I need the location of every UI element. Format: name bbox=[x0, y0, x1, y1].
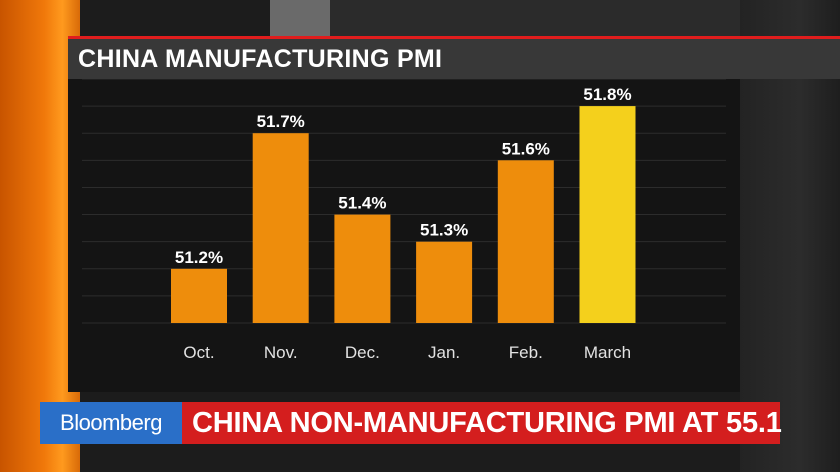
x-tick-label-2: Dec. bbox=[345, 343, 380, 362]
brand-logo-text: Bloomberg bbox=[60, 410, 162, 435]
bar-0 bbox=[171, 268, 227, 323]
bar-2 bbox=[334, 214, 391, 323]
bar-5 bbox=[579, 106, 636, 323]
bar-1 bbox=[252, 133, 309, 323]
background-top-dark bbox=[330, 0, 740, 36]
data-label-5: 51.8% bbox=[583, 85, 631, 104]
data-label-1: 51.7% bbox=[257, 112, 305, 131]
x-tick-label-1: Nov. bbox=[264, 343, 298, 362]
bar-3 bbox=[416, 241, 473, 323]
x-tick-label-5: March bbox=[584, 343, 631, 362]
bar-4 bbox=[497, 160, 554, 323]
data-label-3: 51.3% bbox=[420, 221, 468, 240]
x-tick-label-4: Feb. bbox=[509, 343, 543, 362]
title-accent-line bbox=[68, 36, 840, 39]
title-bar bbox=[68, 39, 840, 79]
data-label-4: 51.6% bbox=[502, 139, 550, 158]
data-label-0: 51.2% bbox=[175, 248, 223, 267]
ticker-headline: CHINA NON-MANUFACTURING PMI AT 55.1 bbox=[192, 407, 782, 439]
x-tick-label-0: Oct. bbox=[183, 343, 214, 362]
chart-panel: 51.2% 51.7% 51.4% 51.3% 51.6% 51.8% Oct. Nov. D… bbox=[68, 79, 740, 392]
background-orange-panel bbox=[0, 0, 80, 472]
bar-chart: 51.2% 51.7% 51.4% 51.3% 51.6% 51.8% Oct. Nov. D… bbox=[82, 79, 726, 362]
chart-title: CHINA MANUFACTURING PMI bbox=[78, 45, 443, 73]
background-top-stripe bbox=[270, 0, 330, 36]
data-label-2: 51.4% bbox=[338, 194, 386, 213]
brand-box bbox=[40, 402, 182, 444]
x-tick-label-3: Jan. bbox=[428, 343, 460, 362]
